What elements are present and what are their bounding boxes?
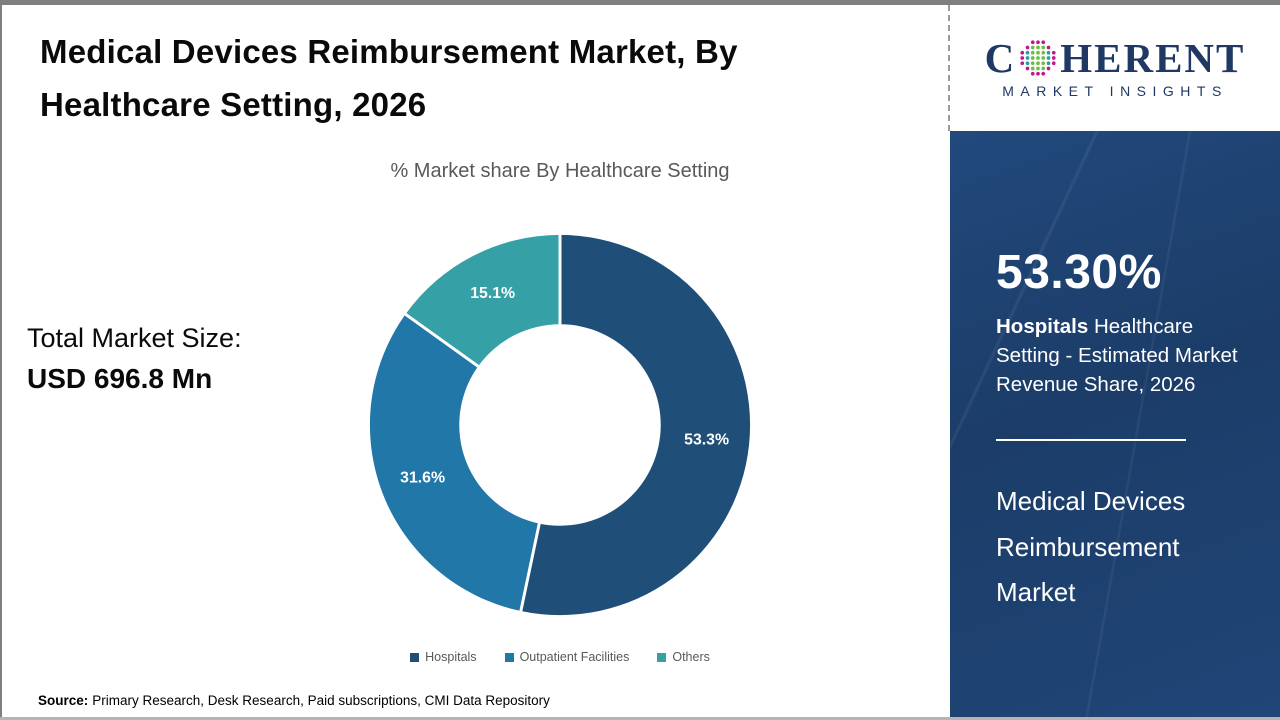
donut-slice-hospitals bbox=[520, 234, 751, 616]
globe-dot bbox=[1025, 61, 1030, 66]
globe-dot bbox=[1031, 45, 1035, 50]
page-title: Medical Devices Reimbursement Market, By… bbox=[40, 33, 738, 123]
globe-dot bbox=[1020, 50, 1025, 55]
highlight-segment-name: Hospitals bbox=[996, 315, 1089, 338]
total-market-size-value: USD 696.8 Mn bbox=[27, 363, 213, 394]
slice-label-others: 15.1% bbox=[470, 285, 515, 302]
globe-dot bbox=[1020, 56, 1025, 60]
globe-dot bbox=[1031, 71, 1035, 76]
bottom-frame-bar bbox=[0, 717, 1280, 720]
globe-dot bbox=[1041, 71, 1046, 76]
legend-swatch-icon bbox=[410, 652, 420, 662]
highlight-description-rest: Healthcare Setting - Estimated Market Re… bbox=[996, 315, 1238, 397]
globe-dot bbox=[1052, 50, 1056, 55]
brand-wordmark: C HERENT bbox=[985, 37, 1246, 79]
highlight-description: Hospitals Healthcare Setting - Estimated… bbox=[996, 312, 1240, 399]
globe-dot bbox=[1046, 61, 1051, 66]
globe-dot bbox=[1020, 61, 1025, 66]
top-frame-bar bbox=[0, 0, 1280, 5]
sidebar-panel: 53.30% Hospitals Healthcare Setting - Es… bbox=[950, 131, 1280, 717]
donut-chart-svg: 53.3% 31.6% 15.1% bbox=[369, 233, 751, 616]
chart-subtitle: % Market share By Healthcare Setting bbox=[390, 160, 730, 182]
globe-dot bbox=[1041, 61, 1046, 66]
slice-separator bbox=[403, 312, 480, 369]
chart-legend: Hospitals Outpatient Facilities Others bbox=[160, 650, 960, 664]
globe-dot bbox=[1036, 66, 1041, 71]
brand-word-rest: HERENT bbox=[1060, 34, 1246, 81]
legend-item: Hospitals bbox=[410, 650, 477, 664]
highlight-percentage: 53.30% bbox=[996, 246, 1162, 299]
source-text: Primary Research, Desk Research, Paid su… bbox=[92, 693, 550, 708]
globe-dot bbox=[1036, 40, 1041, 45]
source-label: Source: bbox=[38, 693, 89, 708]
globe-dot bbox=[1041, 40, 1046, 45]
globe-dot bbox=[1041, 66, 1046, 71]
globe-dot bbox=[1041, 45, 1046, 50]
source-line: Source: Primary Research, Desk Research, … bbox=[38, 693, 550, 708]
globe-dot bbox=[1036, 56, 1041, 60]
legend-item: Others bbox=[657, 650, 710, 664]
brand-letter-c: C bbox=[984, 34, 1017, 81]
globe-dot bbox=[1031, 50, 1035, 55]
donut-chart: 53.3% 31.6% 15.1% bbox=[362, 227, 758, 623]
globe-dot bbox=[1052, 56, 1056, 60]
donut-slice-others bbox=[405, 234, 560, 367]
brand-logo: C HERENT MARKET INSIGHTS bbox=[948, 5, 1280, 131]
globe-dot bbox=[1046, 56, 1051, 60]
chart-area: Medical Devices Reimbursement Market, By… bbox=[2, 5, 948, 717]
legend-swatch-icon bbox=[657, 652, 667, 662]
globe-dot bbox=[1046, 45, 1051, 50]
legend-item: Outpatient Facilities bbox=[504, 650, 630, 664]
legend-label: Others bbox=[672, 650, 710, 664]
donut-slice-outpatient-facilities bbox=[369, 314, 540, 612]
globe-dot bbox=[1046, 50, 1051, 55]
sidebar-divider bbox=[996, 439, 1186, 442]
total-market-size-block: Total Market Size: USD 696.8 Mn bbox=[27, 323, 242, 395]
globe-dot bbox=[1025, 45, 1030, 50]
globe-dot bbox=[1031, 61, 1035, 66]
globe-dot bbox=[1041, 50, 1046, 55]
report-market-name: Medical Devices Reimbursement Market bbox=[996, 486, 1186, 608]
globe-dot bbox=[1041, 56, 1046, 60]
legend-swatch-icon bbox=[504, 652, 514, 662]
globe-dot bbox=[1052, 61, 1056, 66]
globe-dot bbox=[1036, 61, 1041, 66]
slice-label-hospitals: 53.3% bbox=[684, 431, 729, 448]
left-frame-bar bbox=[0, 0, 2, 720]
legend-label: Outpatient Facilities bbox=[519, 650, 630, 664]
globe-dot bbox=[1031, 66, 1035, 71]
globe-dot bbox=[1036, 71, 1041, 76]
globe-dot bbox=[1036, 50, 1041, 55]
brand-tagline: MARKET INSIGHTS bbox=[1002, 83, 1228, 99]
sidebar: C HERENT MARKET INSIGHTS 53.30% Hospital… bbox=[948, 5, 1280, 717]
legend-label: Hospitals bbox=[425, 650, 477, 664]
slice-label-outpatient-facilities: 31.6% bbox=[400, 470, 445, 487]
slice-separator bbox=[519, 522, 541, 613]
globe-dot bbox=[1031, 40, 1035, 45]
globe-dot bbox=[1025, 66, 1030, 71]
globe-dot bbox=[1036, 45, 1041, 50]
globe-dot bbox=[1025, 50, 1030, 55]
globe-dot bbox=[1025, 56, 1030, 60]
total-market-size-label: Total Market Size: bbox=[27, 323, 242, 353]
globe-dot bbox=[1031, 56, 1035, 60]
globe-dot bbox=[1046, 66, 1051, 71]
coherent-globe-icon bbox=[1020, 40, 1056, 76]
